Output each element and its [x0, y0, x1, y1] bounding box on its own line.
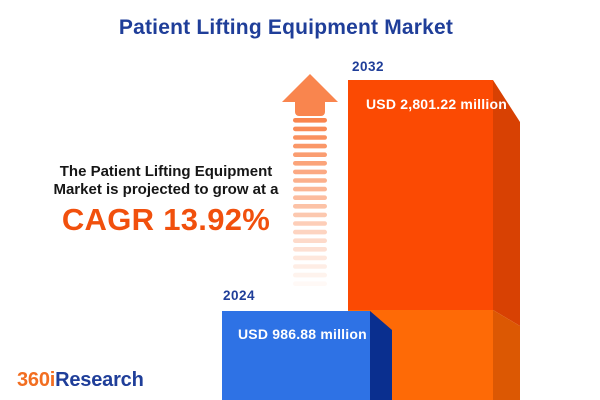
growth-arrow-stripe: [293, 281, 327, 286]
bar-2032-front-top: [348, 80, 493, 310]
bar-2032-side-bottom: [493, 310, 520, 400]
bar-2024-side: [370, 311, 392, 400]
bar-2024-year-label: 2024: [223, 288, 256, 303]
growth-arrow-stripe: [293, 126, 327, 132]
bar-2032-side-top: [493, 80, 520, 326]
description-line2: Market is projected to grow at a: [53, 180, 279, 198]
bar-2032-year-label: 2032: [352, 59, 385, 74]
growth-arrow-stripe: [293, 229, 327, 235]
growth-arrow-stripe: [293, 221, 327, 226]
growth-arrow-stripe: [293, 143, 327, 149]
bar-2032-value-label: USD 2,801.22 million: [366, 96, 507, 112]
growth-arrow-stripe: [293, 204, 327, 209]
brand-logo: 360iResearch: [17, 369, 144, 392]
page-title: Patient Lifting Equipment Market: [118, 16, 454, 39]
growth-arrow-stripe: [293, 212, 327, 218]
growth-arrow-stripe: [293, 152, 327, 157]
bar-2024-value-label: USD 986.88 million: [238, 326, 367, 342]
growth-arrow-icon: [282, 74, 338, 286]
brand-logo-research: Research: [55, 369, 144, 391]
bar-2024: [222, 311, 392, 400]
growth-arrow-stripe: [293, 272, 327, 278]
growth-arrow-stripe: [293, 255, 327, 261]
bar-2032: [348, 80, 520, 400]
bar-2024-front: [222, 311, 370, 400]
growth-arrow-stripe: [293, 118, 327, 123]
description-block: The Patient Lifting Equipment Market is …: [6, 163, 326, 238]
growth-arrow-stripe: [293, 247, 327, 252]
brand-logo-360i: 360i: [17, 369, 56, 391]
growth-arrow-stripe: [293, 135, 327, 140]
growth-arrow-stripe: [293, 264, 327, 269]
growth-arrow-stripe: [293, 169, 327, 175]
description-line1: The Patient Lifting Equipment: [59, 163, 273, 180]
growth-arrow-stripe: [293, 161, 327, 166]
growth-arrow-stripe: [293, 195, 327, 200]
cagr-text: CAGR 13.92%: [61, 202, 271, 237]
growth-arrow-stripe: [293, 238, 327, 243]
growth-arrow-stripe: [293, 186, 327, 192]
growth-arrow-stripe: [293, 178, 327, 183]
